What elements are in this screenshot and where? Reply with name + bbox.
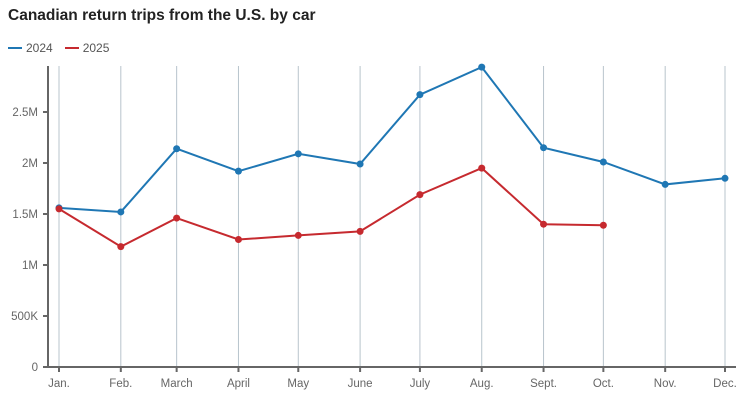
legend-label-2025: 2025: [82, 41, 110, 55]
x-tick-label: May: [287, 378, 309, 390]
data-point-2024: [478, 63, 486, 71]
data-point-2024: [416, 91, 424, 99]
data-point-2025: [356, 227, 364, 235]
x-tick-label: Dec.: [713, 378, 737, 390]
data-point-2025: [234, 236, 242, 243]
data-point-2025: [173, 214, 181, 222]
legend-swatch-2024: [8, 47, 22, 49]
data-point-2025: [599, 221, 607, 229]
x-tick-label: Oct.: [593, 378, 614, 390]
data-point-2024: [540, 144, 548, 152]
y-tick-label: 1.5M: [12, 209, 38, 221]
x-tick-label: Aug.: [470, 378, 494, 390]
y-tick-label: 2.5M: [12, 107, 38, 119]
y-tick-label: 1M: [22, 260, 38, 272]
legend-item-2025: 2025: [64, 41, 110, 55]
legend: 2024 2025: [8, 41, 109, 55]
legend-label-2024: 2024: [26, 41, 53, 55]
y-tick-label: 2M: [22, 158, 38, 170]
x-tick-label: April: [227, 378, 250, 390]
data-point-2024: [599, 158, 607, 166]
y-tick-label: 500K: [11, 311, 38, 323]
data-point-2025: [540, 220, 548, 228]
data-point-2025: [478, 164, 486, 172]
data-point-2025: [117, 243, 125, 251]
data-point-2024: [173, 145, 181, 153]
chart-title: Canadian return trips from the U.S. by c…: [8, 7, 316, 24]
x-tick-label: March: [161, 378, 193, 390]
series-line-2025: [58, 166, 604, 248]
x-tick-label: Nov.: [654, 378, 677, 390]
data-point-2024: [721, 174, 729, 182]
y-tick-label: 0: [32, 362, 38, 374]
x-tick-label: July: [410, 378, 431, 390]
legend-item-2024: 2024: [8, 41, 53, 55]
x-tick-label: June: [348, 378, 373, 390]
data-point-2025: [55, 205, 63, 213]
x-tick-label: Feb.: [109, 378, 132, 390]
data-point-2024: [294, 150, 302, 158]
legend-swatch-2025: [64, 47, 79, 49]
x-tick-label: Jan.: [48, 378, 70, 390]
data-point-2024: [117, 208, 125, 216]
x-tick-label: Sept.: [530, 378, 557, 390]
data-point-2024: [234, 167, 242, 175]
data-point-2025: [416, 191, 424, 199]
data-point-2024: [356, 160, 364, 168]
data-point-2025: [294, 231, 302, 239]
data-point-2024: [661, 180, 669, 188]
series-line-2024: [58, 65, 726, 213]
